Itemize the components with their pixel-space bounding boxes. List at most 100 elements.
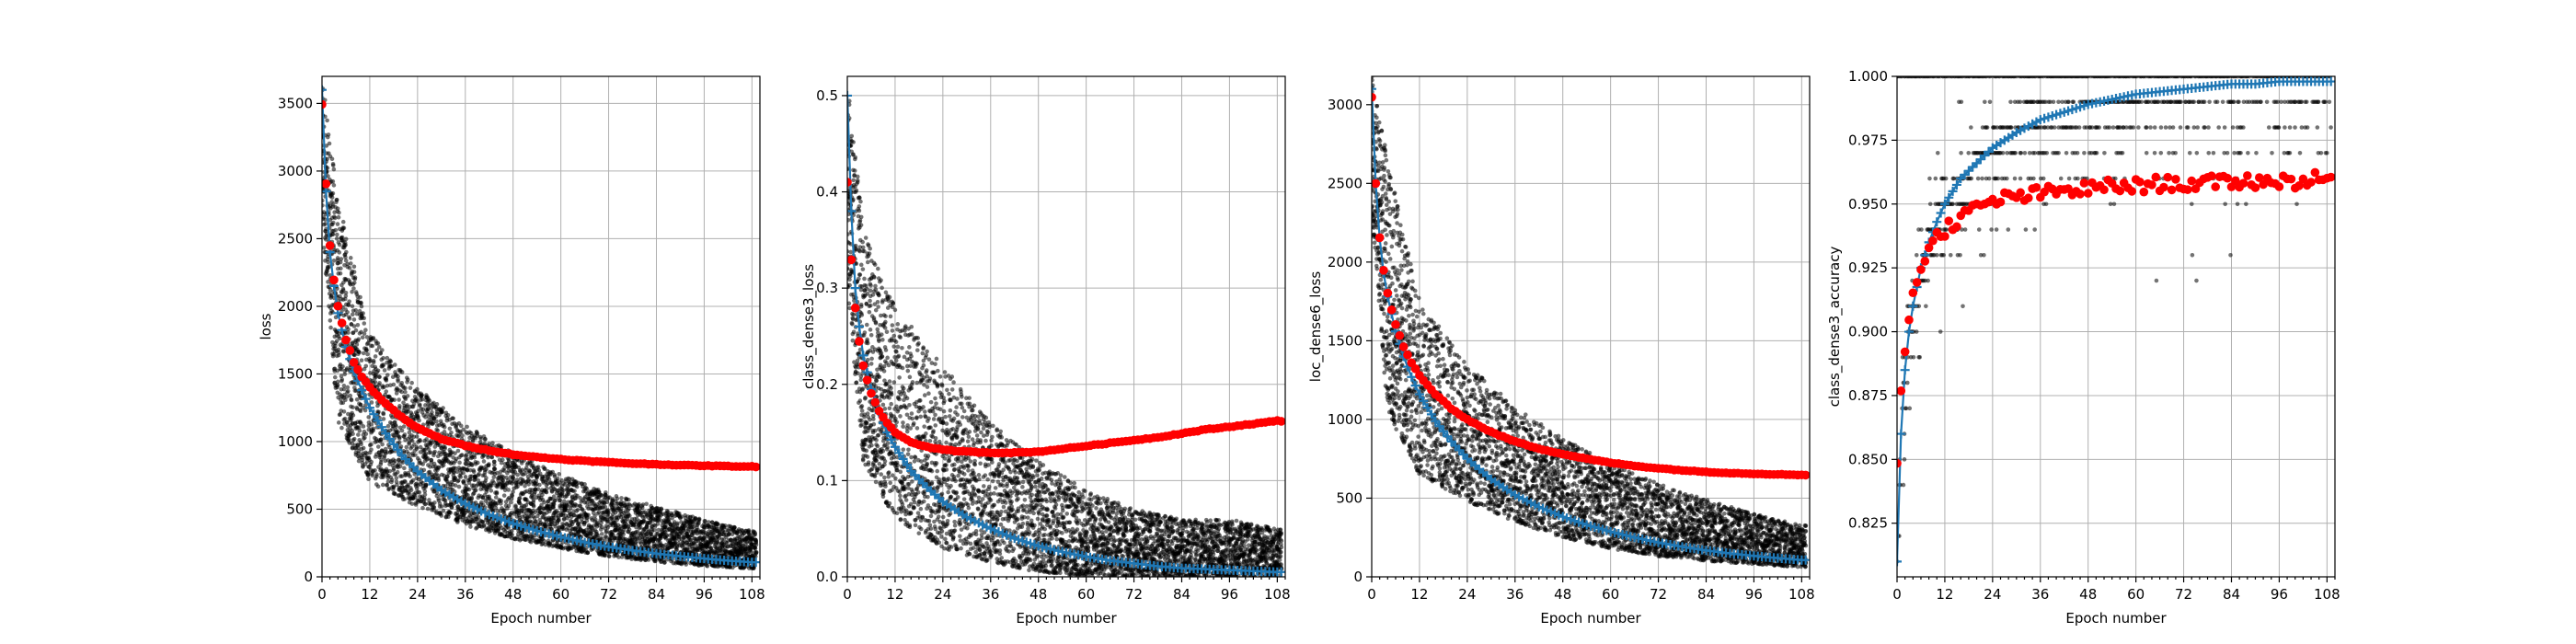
- train-point: [547, 541, 553, 546]
- train-point: [575, 493, 580, 499]
- train-point: [420, 462, 425, 466]
- train-point: [416, 408, 420, 414]
- train-point: [403, 473, 408, 478]
- x-tick-label: 72: [600, 586, 617, 603]
- train-point: [334, 339, 339, 343]
- train-point: [351, 286, 356, 291]
- train-point: [351, 324, 357, 328]
- train-point: [362, 321, 367, 326]
- train-point: [385, 373, 390, 377]
- train-point: [566, 491, 571, 497]
- train-point: [616, 555, 621, 559]
- train-point: [423, 482, 429, 488]
- train-point: [402, 466, 407, 471]
- train-point: [392, 362, 397, 367]
- train-point: [732, 525, 737, 530]
- train-point: [481, 523, 487, 529]
- train-point: [627, 513, 632, 518]
- train-point: [339, 235, 345, 240]
- train-point: [355, 322, 361, 328]
- train-point: [656, 527, 661, 533]
- train-point: [326, 132, 331, 137]
- train-point: [486, 454, 490, 460]
- train-point: [420, 397, 425, 402]
- train-point: [360, 335, 365, 340]
- train-point: [328, 325, 333, 330]
- train-point: [418, 438, 422, 443]
- train-point: [359, 421, 363, 426]
- train-point: [448, 511, 454, 515]
- train-point: [330, 178, 336, 184]
- train-point: [480, 519, 485, 524]
- train-point: [339, 425, 344, 431]
- train-point: [397, 440, 402, 445]
- train-point: [848, 249, 853, 255]
- train-point: [339, 257, 344, 261]
- y-tick-label: 2000: [278, 298, 313, 315]
- train-point: [359, 301, 363, 305]
- train-point: [542, 538, 547, 544]
- train-point: [484, 476, 489, 480]
- train-point: [343, 236, 349, 242]
- train-point: [361, 445, 366, 451]
- train-point: [493, 505, 499, 511]
- train-point: [640, 502, 646, 507]
- train-point: [512, 469, 518, 475]
- train-point: [434, 419, 439, 424]
- train-point: [549, 526, 555, 532]
- train-point: [343, 293, 349, 299]
- train-point: [501, 493, 507, 498]
- train-point: [397, 464, 403, 469]
- train-point: [638, 539, 643, 545]
- train-point: [392, 458, 397, 464]
- train-point: [425, 506, 431, 512]
- train-point: [422, 489, 428, 494]
- train-batch-points: [322, 86, 759, 571]
- train-point: [340, 364, 345, 369]
- train-point: [693, 542, 697, 547]
- train-point: [359, 358, 364, 362]
- train-point: [420, 505, 425, 511]
- train-point: [366, 477, 371, 482]
- train-point: [849, 133, 855, 139]
- y-tick-label: 1000: [278, 433, 313, 450]
- train-point: [369, 459, 374, 465]
- train-point: [354, 405, 360, 410]
- train-point: [346, 330, 351, 335]
- train-point: [850, 321, 855, 327]
- train-point: [461, 427, 466, 432]
- x-tick-label: 108: [739, 586, 765, 603]
- train-point: [586, 512, 591, 518]
- train-point: [621, 532, 626, 537]
- train-point: [406, 451, 411, 456]
- train-point: [599, 493, 604, 498]
- train-point: [334, 232, 339, 237]
- train-point: [351, 413, 356, 418]
- train-point: [466, 480, 472, 486]
- validation-point: [337, 318, 347, 328]
- train-point: [345, 385, 351, 390]
- train-point: [429, 457, 434, 463]
- train-point: [349, 397, 354, 403]
- train-point: [343, 255, 348, 259]
- train-point: [345, 310, 350, 315]
- train-point: [365, 473, 371, 477]
- train-point: [404, 444, 409, 450]
- train-point: [387, 468, 393, 474]
- train-point: [531, 498, 536, 502]
- train-point: [351, 281, 357, 285]
- train-point: [356, 458, 362, 464]
- train-batch-points: [847, 98, 1284, 577]
- train-point: [392, 397, 397, 403]
- train-point: [426, 407, 431, 412]
- train-point: [551, 494, 557, 500]
- chart-panel-1: 0 12 24 36 48 60 72 84 96 10805001000150020002500…: [258, 75, 765, 627]
- train-point: [335, 206, 340, 212]
- train-point: [523, 466, 529, 470]
- train-point: [351, 330, 355, 336]
- train-point: [434, 490, 440, 495]
- train-point: [506, 488, 512, 492]
- train-point: [501, 508, 507, 512]
- train-point: [347, 316, 352, 321]
- train-point: [399, 474, 405, 478]
